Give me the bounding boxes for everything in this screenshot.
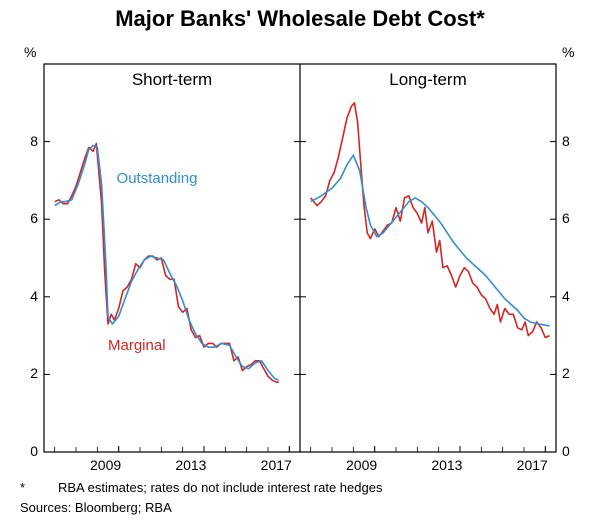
footnote-text: RBA estimates; rates do not include inte…: [58, 480, 382, 495]
y-unit-right: %: [562, 44, 574, 60]
y-tick-right: 0: [562, 444, 570, 458]
y-tick-left: 4: [30, 289, 38, 303]
series-long-term-outstanding: [311, 155, 550, 326]
y-tick-left: 0: [30, 444, 38, 458]
chart-container: Major Banks' Wholesale Debt Cost* 002244…: [0, 0, 600, 526]
x-tick: 2013: [431, 458, 462, 472]
series-long-term-marginal: [311, 103, 550, 338]
series-label: Outstanding: [117, 170, 198, 187]
series-label: Marginal: [108, 337, 166, 354]
x-tick: 2017: [261, 458, 292, 472]
footnote-marker: *: [20, 480, 25, 495]
y-tick-right: 8: [562, 134, 570, 148]
y-tick-right: 4: [562, 289, 570, 303]
y-tick-right: 6: [562, 211, 570, 225]
y-tick-left: 2: [30, 366, 38, 380]
y-tick-left: 6: [30, 211, 38, 225]
y-tick-right: 2: [562, 366, 570, 380]
x-tick: 2013: [175, 458, 206, 472]
x-tick: 2009: [90, 458, 121, 472]
y-tick-left: 8: [30, 134, 38, 148]
panel-title-short-term: Short-term: [44, 70, 300, 90]
y-unit-left: %: [24, 44, 36, 60]
sources-text: Sources: Bloomberg; RBA: [20, 500, 172, 515]
x-tick: 2009: [346, 458, 377, 472]
x-tick: 2017: [517, 458, 548, 472]
panel-title-long-term: Long-term: [300, 70, 556, 90]
